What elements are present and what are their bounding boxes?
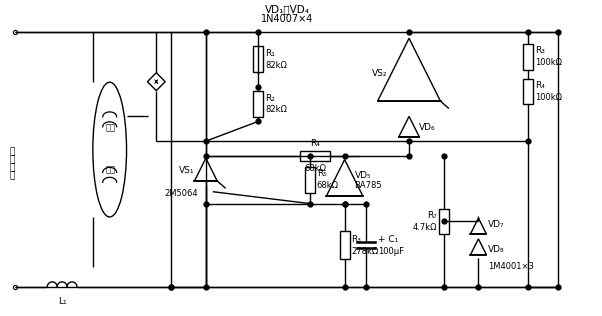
Bar: [340, 231, 350, 259]
Text: R₃: R₃: [535, 46, 545, 55]
Polygon shape: [377, 38, 441, 101]
Text: 流: 流: [10, 155, 15, 164]
Text: 交: 交: [10, 147, 15, 156]
Bar: [300, 151, 330, 161]
Text: R₄: R₄: [310, 139, 320, 148]
Text: R₁: R₁: [265, 49, 275, 58]
Text: 100kΩ: 100kΩ: [535, 58, 562, 67]
Bar: [305, 167, 315, 193]
Text: 灯丝: 灯丝: [106, 124, 116, 133]
Text: R₃: R₃: [352, 235, 361, 244]
Polygon shape: [471, 218, 486, 234]
Text: VD₁～VD₄: VD₁～VD₄: [265, 4, 310, 14]
Text: 4.7kΩ: 4.7kΩ: [412, 223, 437, 232]
Text: 源: 源: [10, 171, 15, 180]
Text: 电: 电: [10, 163, 15, 172]
Bar: [171, 32, 206, 287]
Text: BA785: BA785: [355, 181, 382, 190]
Text: 1N4007×4: 1N4007×4: [261, 14, 314, 24]
Text: VS₂: VS₂: [372, 69, 387, 78]
Text: 68kΩ: 68kΩ: [304, 164, 326, 173]
Bar: [439, 209, 448, 234]
Text: VD₆: VD₆: [419, 123, 436, 132]
Bar: [523, 79, 533, 105]
Text: VD₈: VD₈: [488, 245, 505, 254]
Text: R₂: R₂: [265, 94, 275, 102]
Text: 82kΩ: 82kΩ: [265, 106, 287, 114]
Text: 82kΩ: 82kΩ: [265, 61, 287, 70]
Polygon shape: [326, 160, 363, 196]
Text: 1M4001×3: 1M4001×3: [488, 262, 534, 270]
Text: VD₇: VD₇: [488, 220, 505, 229]
Text: 100μF: 100μF: [378, 247, 405, 256]
Polygon shape: [194, 158, 217, 181]
Text: L₁: L₁: [58, 297, 66, 306]
Polygon shape: [471, 239, 486, 255]
Text: R₅: R₅: [317, 169, 327, 178]
Text: VD₅: VD₅: [355, 171, 371, 180]
Text: 100kΩ: 100kΩ: [535, 93, 562, 102]
Bar: [253, 91, 263, 117]
Text: 2M5064: 2M5064: [164, 189, 198, 198]
Text: + C₁: + C₁: [378, 235, 399, 244]
Polygon shape: [399, 116, 419, 137]
Bar: [253, 46, 263, 72]
Bar: [523, 44, 533, 70]
Text: 68kΩ: 68kΩ: [317, 181, 339, 190]
Text: R₄: R₄: [535, 81, 545, 90]
Text: R₇: R₇: [427, 211, 437, 220]
Text: 278kΩ: 278kΩ: [352, 247, 379, 256]
Text: 灯丝: 灯丝: [106, 166, 116, 174]
Text: VS₁: VS₁: [178, 167, 194, 175]
